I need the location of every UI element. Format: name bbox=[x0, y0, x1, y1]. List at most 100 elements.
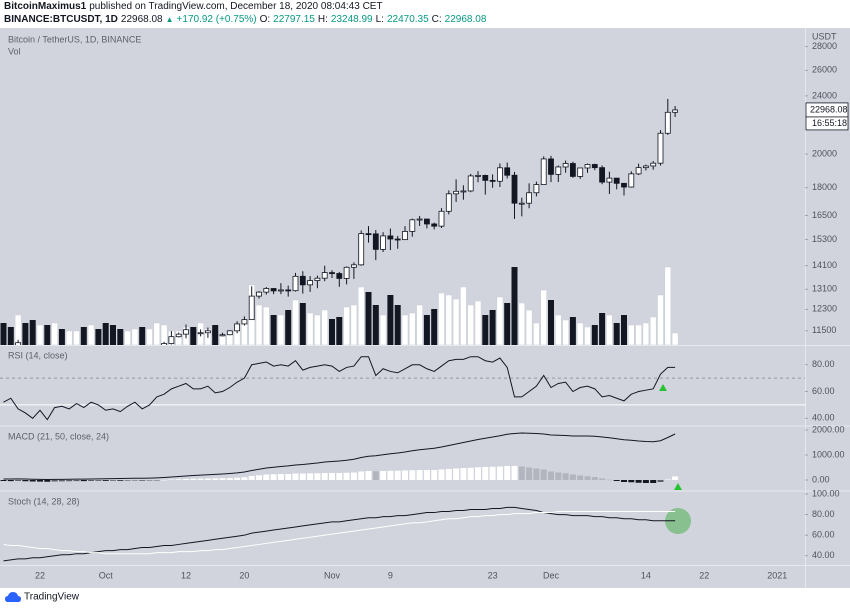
histogram-bar bbox=[161, 479, 168, 481]
candle-body bbox=[168, 336, 175, 344]
macd-signal-marker bbox=[674, 483, 682, 490]
candle-body bbox=[402, 230, 408, 241]
y-tick-label: 40.00 bbox=[812, 413, 835, 423]
candle-body bbox=[321, 272, 328, 279]
histogram-bar bbox=[277, 474, 284, 480]
volume-bar bbox=[44, 325, 51, 345]
candle-body bbox=[511, 174, 518, 204]
indicator-line bbox=[3, 511, 676, 555]
y-tick-label: 60.00 bbox=[812, 530, 835, 540]
histogram-bar bbox=[555, 472, 562, 480]
y-tick-label: 1000.00 bbox=[812, 449, 845, 459]
low-value: 22470.35 bbox=[386, 14, 429, 25]
volume-bar bbox=[372, 305, 379, 345]
volume-bar bbox=[350, 304, 358, 345]
histogram-bar bbox=[343, 472, 350, 480]
indicator-line bbox=[3, 506, 676, 562]
histogram-bar bbox=[467, 467, 474, 480]
volume-bar bbox=[621, 315, 627, 345]
volume-bar bbox=[146, 328, 153, 345]
volume-bar bbox=[387, 295, 394, 345]
volume-bar bbox=[365, 292, 372, 345]
candle-body bbox=[387, 235, 394, 240]
candle-body bbox=[482, 174, 489, 181]
volume-bar bbox=[657, 294, 664, 345]
countdown-label: 16:55:18 bbox=[812, 118, 847, 128]
candle-body bbox=[591, 164, 598, 169]
candle-body bbox=[307, 280, 314, 286]
volume-bar bbox=[175, 330, 182, 345]
published: published on TradingView.com, December 1… bbox=[89, 1, 383, 12]
volume-bar bbox=[321, 309, 328, 345]
tradingview-logo bbox=[5, 592, 21, 602]
candle-body bbox=[416, 218, 423, 221]
candle-body bbox=[496, 167, 503, 182]
volume-bar bbox=[65, 330, 73, 345]
volume-bar bbox=[613, 323, 620, 345]
histogram-bar bbox=[387, 470, 394, 480]
volume-bar bbox=[445, 294, 453, 345]
candle-body bbox=[256, 291, 262, 297]
y-tick-label: 80.00 bbox=[812, 509, 835, 519]
histogram-bar bbox=[548, 471, 554, 480]
candle-body bbox=[650, 162, 657, 167]
y-tick-label: 18000 bbox=[812, 182, 837, 192]
volume-bar bbox=[153, 322, 161, 345]
y-tick-label: 2000.00 bbox=[812, 424, 845, 434]
volume-bar bbox=[635, 324, 642, 345]
histogram-bar bbox=[518, 466, 525, 480]
histogram-bar bbox=[168, 479, 175, 480]
histogram-bar bbox=[131, 480, 138, 481]
volume-bar bbox=[548, 300, 554, 345]
histogram-bar bbox=[29, 480, 36, 482]
candle-body bbox=[577, 167, 584, 177]
histogram-bar bbox=[591, 477, 598, 480]
candle-body bbox=[365, 233, 372, 236]
candle-body bbox=[394, 238, 401, 241]
candle-body bbox=[460, 190, 467, 193]
histogram-bar bbox=[314, 473, 321, 480]
histogram-bar bbox=[540, 469, 547, 480]
histogram-bar bbox=[110, 480, 116, 481]
candle-body bbox=[635, 167, 642, 175]
pane-title: MACD (21, 50, close, 24) bbox=[8, 431, 109, 441]
candle-body bbox=[445, 193, 452, 212]
candle-body bbox=[555, 166, 562, 175]
symbol: BINANCE:BTCUSDT, 1D bbox=[4, 14, 118, 25]
volume-bar bbox=[336, 317, 343, 345]
histogram-bar bbox=[650, 480, 657, 483]
candle-body bbox=[562, 163, 569, 168]
volume-bar bbox=[569, 317, 576, 345]
price-unit: USDT bbox=[812, 31, 837, 41]
volume-bar bbox=[474, 300, 482, 345]
candle-body bbox=[350, 264, 357, 268]
histogram-bar bbox=[672, 476, 679, 480]
volume-bar bbox=[219, 334, 226, 345]
candle-body bbox=[219, 334, 226, 337]
volume-bar bbox=[562, 319, 569, 345]
volume-bar bbox=[540, 289, 547, 345]
candle-body bbox=[584, 164, 591, 169]
histogram-bar bbox=[124, 480, 131, 481]
candle-body bbox=[431, 223, 438, 227]
histogram-bar bbox=[569, 474, 576, 480]
volume-bar bbox=[299, 303, 306, 345]
y-tick-label: 16500 bbox=[812, 210, 837, 220]
y-tick-label: 12300 bbox=[812, 304, 837, 314]
candle-body bbox=[292, 275, 299, 292]
histogram-bar bbox=[423, 470, 430, 480]
histogram-bar bbox=[7, 480, 14, 482]
y-tick-label: 0.00 bbox=[812, 474, 830, 484]
candle-body bbox=[285, 289, 292, 292]
histogram-bar bbox=[197, 478, 204, 480]
volume-bar bbox=[489, 310, 496, 345]
indicator-line bbox=[3, 356, 676, 421]
volume-bar bbox=[467, 304, 474, 345]
volume-bar bbox=[139, 327, 146, 345]
histogram-bar bbox=[299, 473, 306, 480]
histogram-bar bbox=[88, 480, 95, 481]
histogram-bar bbox=[577, 475, 584, 480]
candle-body bbox=[277, 289, 284, 292]
candle-body bbox=[475, 174, 481, 177]
